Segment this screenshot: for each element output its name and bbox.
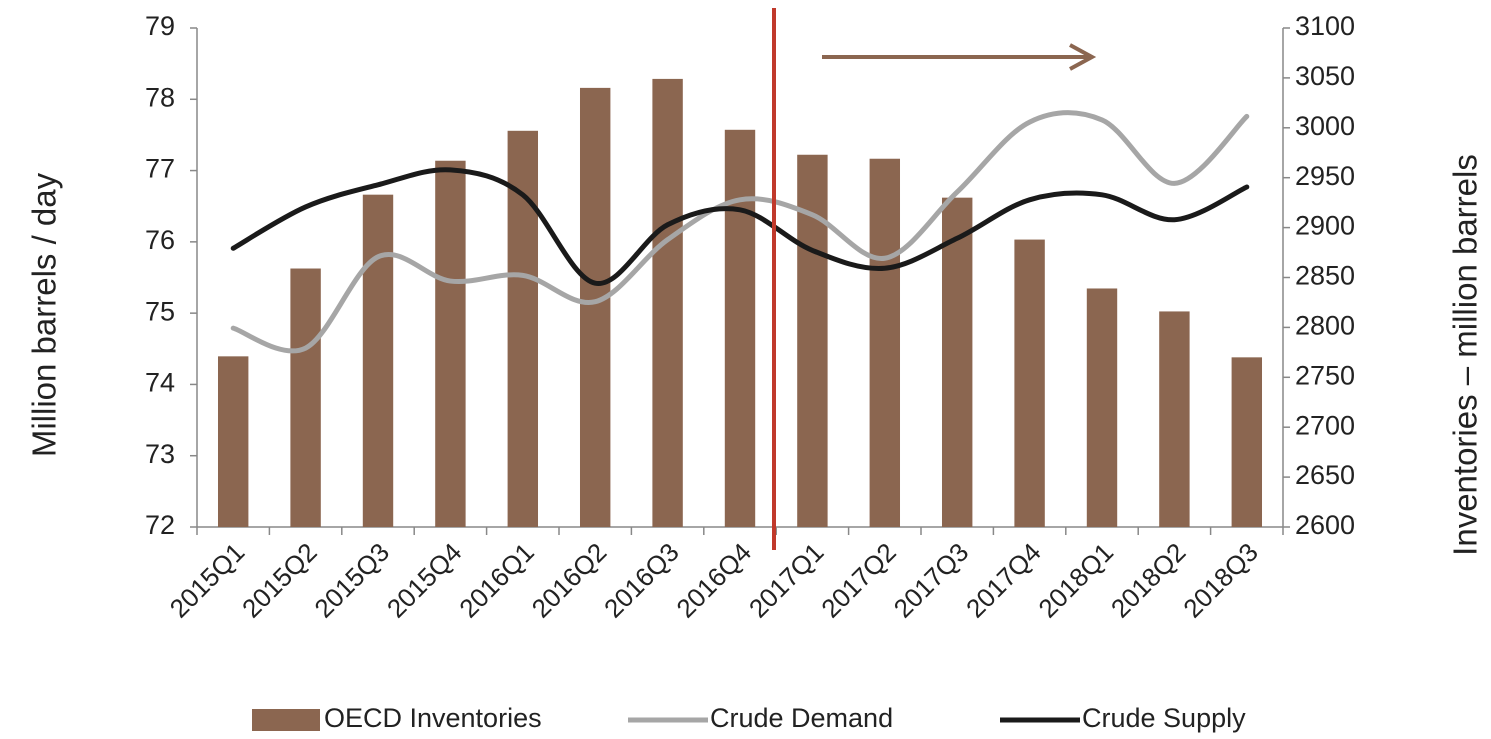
y2-tick-label: 2600	[1295, 510, 1355, 540]
bar	[1014, 239, 1045, 528]
y-tick-label: 77	[145, 154, 175, 184]
plot-area: 72 73 74 75 76 77 78 79 2600 2650 2700 2750 2800 2850…	[145, 11, 1355, 623]
x-tick-label: 2015Q2	[236, 537, 323, 624]
bar	[290, 268, 321, 527]
x-tick-label: 2017Q2	[815, 537, 902, 624]
y-tick-label: 78	[145, 82, 175, 112]
y2-tick-label: 3100	[1295, 11, 1355, 41]
y2-tick-label: 2900	[1295, 211, 1355, 241]
x-tick-label: 2016Q2	[526, 537, 613, 624]
y-tick-label: 73	[145, 439, 175, 469]
x-tick-label: 2015Q3	[308, 537, 395, 624]
x-tick-label: 2016Q3	[598, 537, 685, 624]
x-tick-label: 2018Q3	[1177, 537, 1264, 624]
bar	[1086, 288, 1118, 527]
x-tick-label: 2015Q1	[164, 537, 251, 624]
legend-label: Crude Supply	[1082, 703, 1246, 733]
legend-label: OECD Inventories	[324, 703, 542, 733]
bar	[869, 158, 901, 527]
y2-tick-label: 3000	[1295, 111, 1355, 141]
bar	[941, 197, 973, 527]
y2-tick-label: 2800	[1295, 311, 1355, 341]
y-tick-label: 72	[145, 510, 175, 540]
y-tick-label: 75	[145, 296, 175, 326]
line	[230, 167, 1250, 286]
x-tick-label: 2015Q4	[381, 537, 468, 624]
y2-tick-label: 2650	[1295, 460, 1355, 490]
y2-tick-label: 2950	[1295, 161, 1355, 191]
bar	[362, 194, 394, 527]
y2-tick-label: 2850	[1295, 261, 1355, 291]
x-tick-label: 2018Q1	[1032, 537, 1119, 624]
y2-axis-title: Inventories – million barrels	[1447, 154, 1484, 556]
legend-label: Crude Demand	[710, 703, 893, 733]
bar	[1231, 357, 1263, 527]
forecast-arrow	[822, 43, 1097, 71]
y-tick-label: 76	[145, 225, 175, 255]
y2-tick-label: 3050	[1295, 61, 1355, 91]
x-tick-label: 2017Q1	[743, 537, 830, 624]
x-tick-label: 2016Q4	[670, 537, 757, 624]
x-tick-label: 2016Q1	[453, 537, 540, 624]
y-tick-label: 74	[145, 368, 175, 398]
x-tick-label: 2017Q4	[960, 537, 1047, 624]
y-axis-title: Million barrels / day	[26, 172, 63, 457]
bar	[435, 160, 466, 527]
bar	[217, 356, 249, 527]
x-tick-label: 2018Q2	[1105, 537, 1192, 624]
x-tick-label: 2017Q3	[888, 537, 975, 624]
y2-tick-label: 2700	[1295, 410, 1355, 440]
bar	[1159, 311, 1190, 527]
bar	[652, 78, 683, 527]
bar	[724, 129, 756, 527]
line	[230, 110, 1250, 354]
bar	[579, 87, 611, 527]
y-tick-label: 79	[145, 11, 175, 41]
legend-swatch	[252, 709, 320, 731]
y2-tick-label: 2750	[1295, 360, 1355, 390]
